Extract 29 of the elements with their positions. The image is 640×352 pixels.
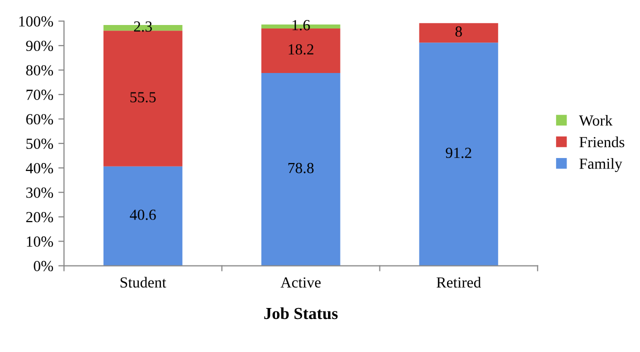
data-label: 78.8	[288, 162, 314, 174]
y-tick-label: 40%	[26, 163, 54, 174]
y-tick-label: 10%	[26, 236, 54, 247]
bar	[103, 30, 182, 166]
data-label: 91.2	[446, 148, 472, 158]
legend-label: Family	[579, 158, 622, 172]
bar	[419, 42, 498, 266]
data-label: 8	[455, 26, 462, 37]
y-tick-label: 20%	[26, 212, 54, 222]
data-label: 55.5	[130, 92, 156, 102]
y-tick-label: 80%	[26, 65, 54, 76]
x-tick-label: Retired	[436, 276, 481, 288]
y-tick-label: 70%	[26, 90, 54, 100]
y-tick-label: 0%	[34, 260, 54, 272]
bar	[103, 166, 182, 266]
y-tick-label: 90%	[26, 40, 54, 52]
x-tick-label: Student	[120, 276, 166, 288]
data-label: 40.6	[130, 210, 156, 220]
y-tick-label: 100%	[19, 16, 54, 27]
legend-label: Friends	[579, 136, 624, 148]
bar	[419, 23, 498, 43]
x-axis-title: Job Status	[264, 307, 338, 320]
legend-label: Work	[579, 114, 613, 126]
y-tick-label: 50%	[26, 138, 54, 149]
y-tick-label: 60%	[26, 114, 54, 124]
x-tick-label: Active	[280, 277, 321, 288]
data-label: 18.2	[288, 44, 314, 55]
y-tick-label: 30%	[26, 188, 54, 198]
bar	[261, 72, 340, 266]
